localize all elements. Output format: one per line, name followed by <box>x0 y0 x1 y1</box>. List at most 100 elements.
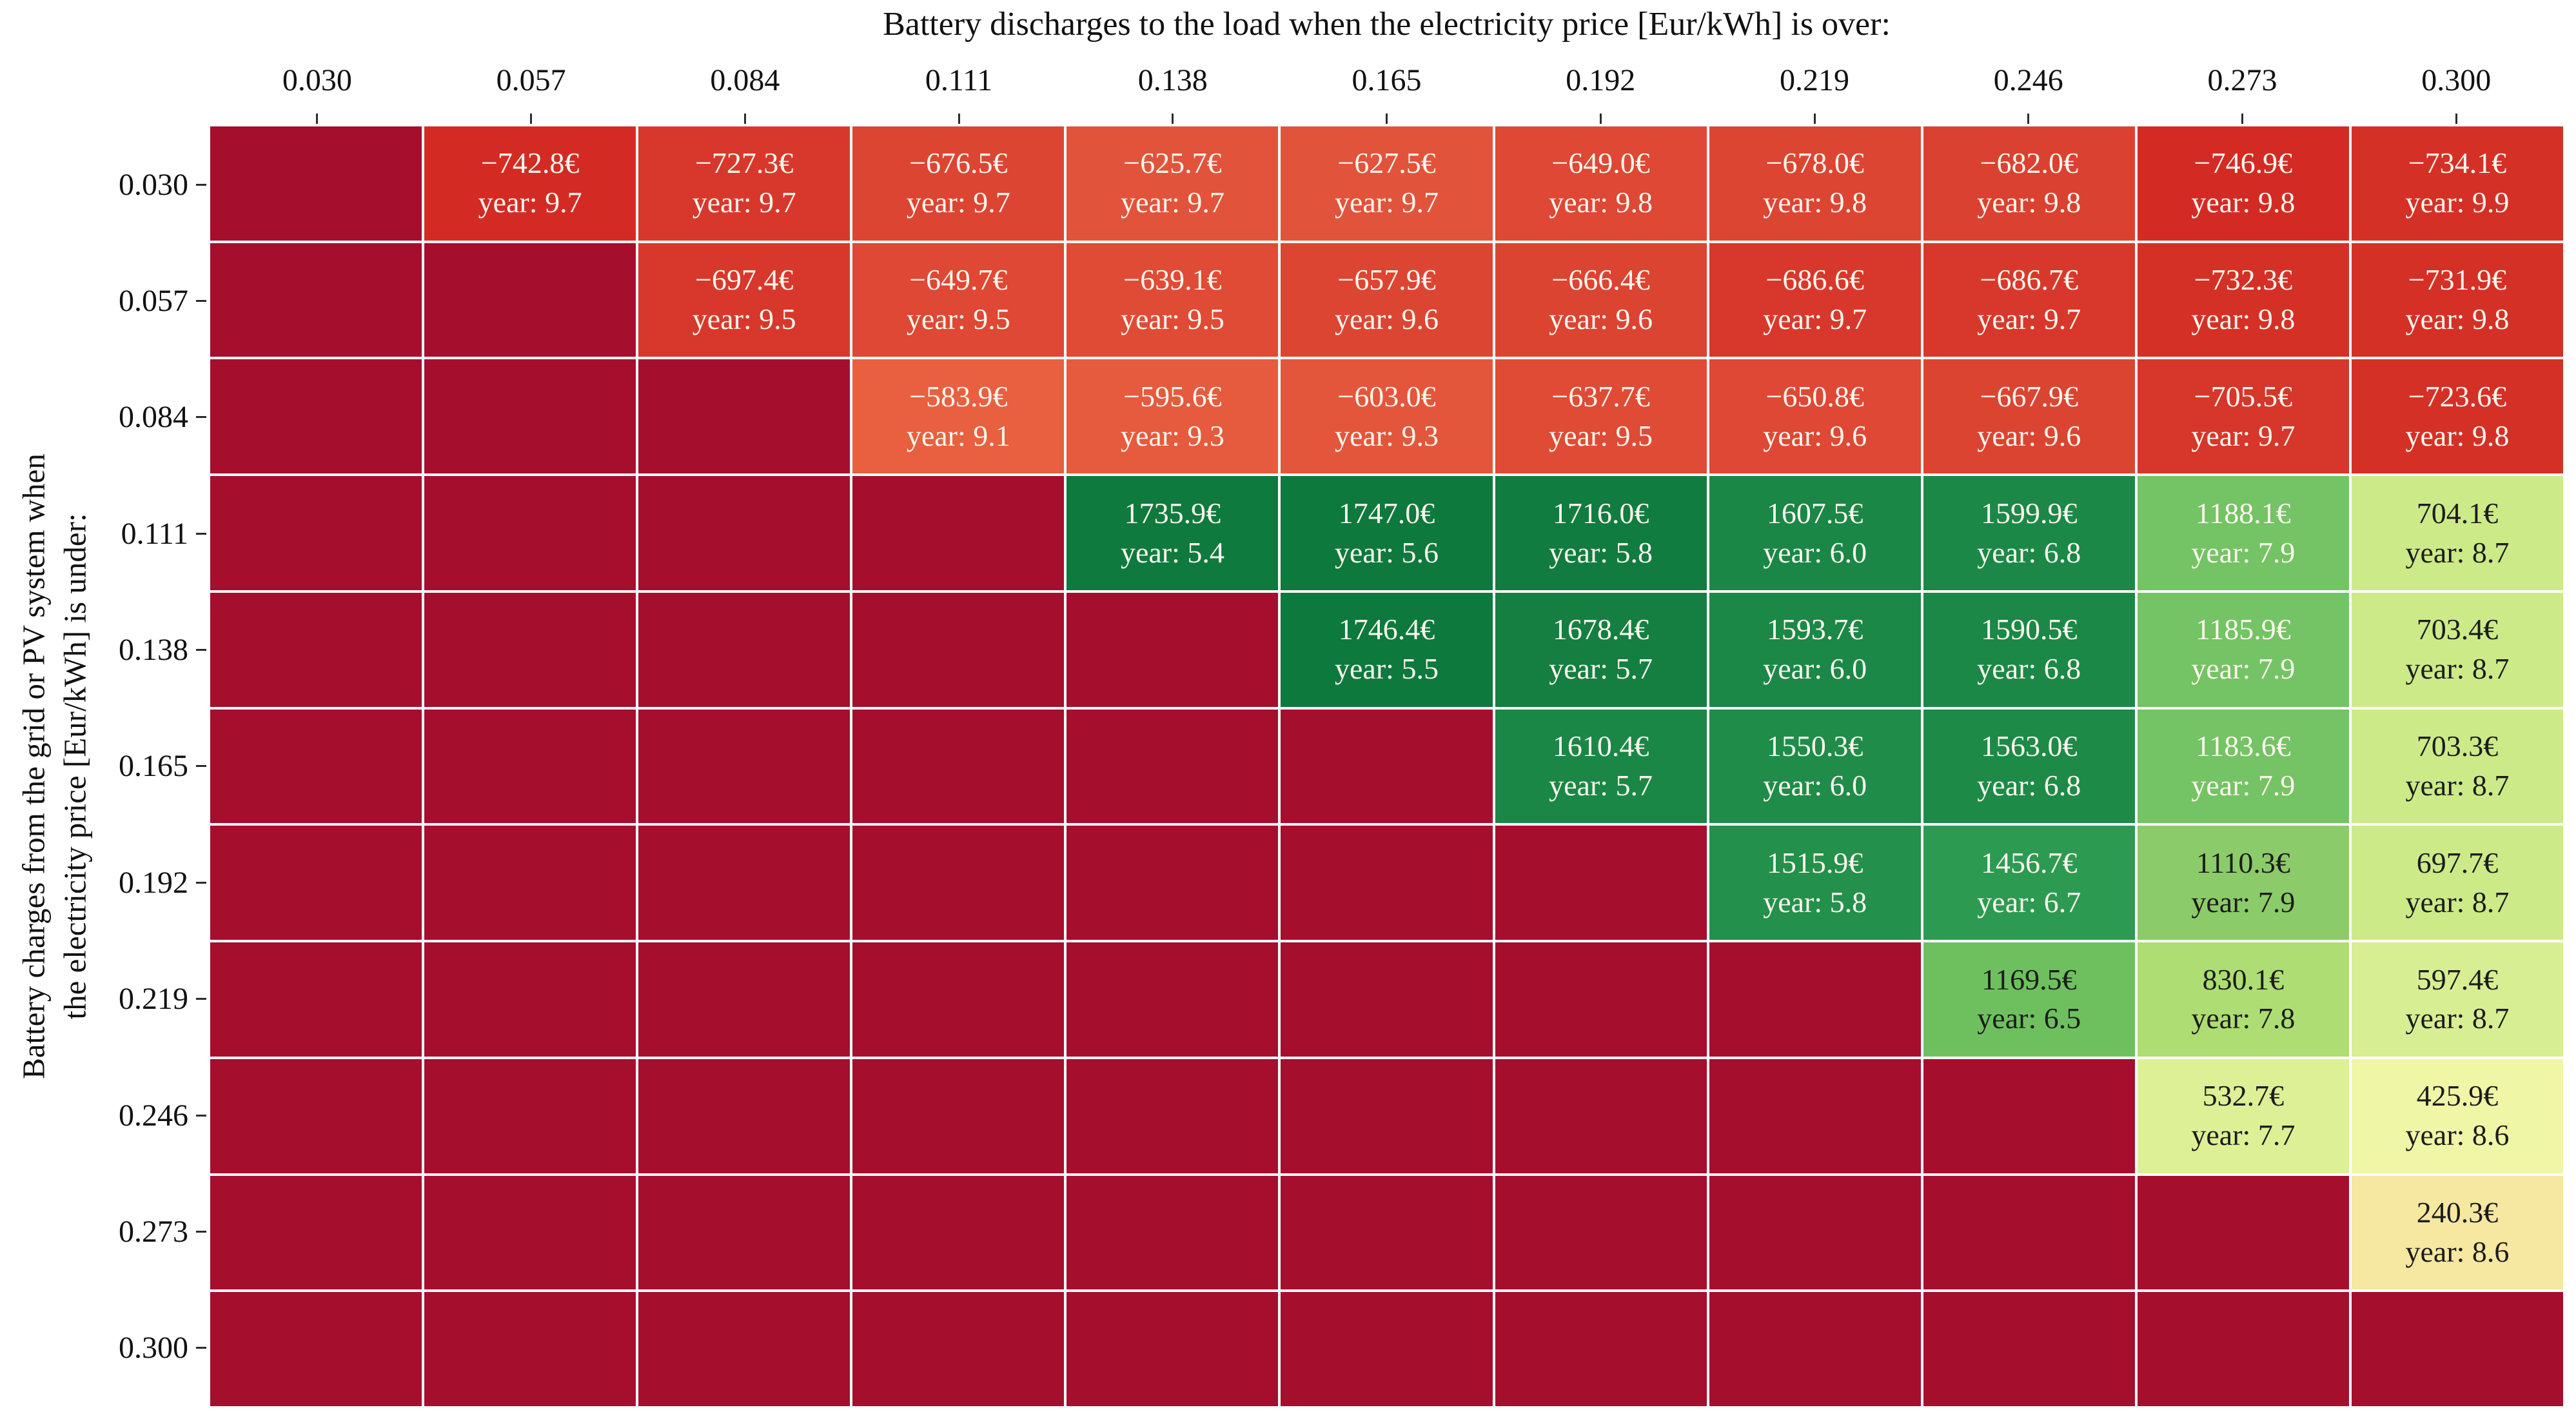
cell-year: year: 5.7 <box>1549 652 1653 686</box>
y-tick-slot: 0.030 <box>0 126 206 243</box>
y-tick-slot: 0.273 <box>0 1173 206 1289</box>
heatmap-cell-empty <box>1067 709 1279 824</box>
cell-value: 1188.1€ <box>2195 496 2291 530</box>
cell-value: 704.1€ <box>2416 496 2499 530</box>
heatmap-cell: 1110.3€ year: 7.9 <box>2137 826 2349 940</box>
heatmap-cell-empty <box>1281 1292 1493 1406</box>
heatmap-cell: 1716.0€ year: 5.8 <box>1495 476 1707 590</box>
x-tick-mark-slot <box>2349 104 2563 124</box>
heatmap-cell: 1188.1€ year: 7.9 <box>2137 476 2349 590</box>
cell-year: year: 6.0 <box>1763 535 1867 569</box>
cell-value: 703.3€ <box>2416 730 2499 763</box>
heatmap-cell: −731.9€ year: 9.8 <box>2351 243 2563 357</box>
cell-year: year: 9.7 <box>692 186 796 219</box>
y-tick-slot: 0.246 <box>0 1057 206 1173</box>
cell-value: −649.7€ <box>909 263 1008 297</box>
heatmap-cell-empty <box>1067 1175 1279 1290</box>
x-tick-mark-slot <box>1066 104 1280 124</box>
x-tick-mark <box>2241 114 2243 124</box>
heatmap-cell-empty <box>1709 942 1921 1057</box>
x-tick-mark-slot <box>2136 104 2350 124</box>
cell-value: 1563.0€ <box>1981 730 2078 763</box>
heatmap-cell: 1735.9€ year: 5.4 <box>1067 476 1279 590</box>
x-tick-label: 0.138 <box>1137 63 1208 97</box>
cell-year: year: 8.7 <box>2405 535 2510 569</box>
y-tick-mark <box>196 300 206 303</box>
x-tick-mark <box>743 114 746 124</box>
heatmap-cell-empty <box>638 1292 850 1406</box>
cell-year: year: 9.7 <box>1120 186 1224 219</box>
x-tick-label: 0.192 <box>1566 63 1636 97</box>
heatmap-cell: 1550.3€ year: 6.0 <box>1709 709 1921 824</box>
cell-value: 1183.6€ <box>2195 730 2291 763</box>
cell-value: 1610.4€ <box>1552 730 1649 763</box>
heatmap-cell: −649.0€ year: 9.8 <box>1495 126 1707 241</box>
cell-value: 597.4€ <box>2416 962 2499 996</box>
heatmap-cell: 1678.4€ year: 5.7 <box>1495 592 1707 707</box>
heatmap-cell-empty <box>2137 1292 2349 1406</box>
heatmap-cell: −666.4€ year: 9.6 <box>1495 243 1707 357</box>
heatmap-cell: 1169.5€ year: 6.5 <box>1923 942 2135 1057</box>
heatmap-cell-empty <box>424 592 636 707</box>
heatmap-cell: 697.7€ year: 8.7 <box>2351 826 2563 940</box>
cell-year: year: 9.8 <box>1763 186 1867 219</box>
heatmap-cell-empty <box>210 592 422 707</box>
heatmap-cell-empty <box>638 709 850 824</box>
x-tick-mark-slot <box>638 104 852 124</box>
cell-year: year: 6.0 <box>1763 652 1867 686</box>
heatmap-cell-empty <box>424 1175 636 1290</box>
heatmap-cell-empty <box>1709 1058 1921 1173</box>
cell-year: year: 9.6 <box>1549 303 1653 336</box>
x-tick-mark <box>1599 114 1602 124</box>
x-tick-mark <box>316 114 319 124</box>
cell-year: year: 5.8 <box>1549 535 1653 569</box>
heatmap-cell-empty <box>1495 1292 1707 1406</box>
heatmap-cell: 1610.4€ year: 5.7 <box>1495 709 1707 824</box>
heatmap-cell: −734.1€ year: 9.9 <box>2351 126 2563 241</box>
cell-year: year: 9.8 <box>2405 419 2510 452</box>
heatmap-cell-empty <box>638 1058 850 1173</box>
heatmap-cell: 1183.6€ year: 7.9 <box>2137 709 2349 824</box>
x-tick-label: 0.273 <box>2207 63 2277 97</box>
heatmap-cell: 1746.4€ year: 5.5 <box>1281 592 1493 707</box>
cell-year: year: 9.7 <box>2191 419 2296 452</box>
heatmap-cell-empty <box>638 359 850 474</box>
cell-year: year: 7.7 <box>2191 1118 2296 1152</box>
cell-year: year: 8.6 <box>2405 1118 2510 1152</box>
heatmap-cell-empty <box>852 1058 1065 1173</box>
heatmap-cell: −603.0€ year: 9.3 <box>1281 359 1493 474</box>
cell-value: −595.6€ <box>1123 379 1222 413</box>
heatmap-cell-empty <box>210 826 422 940</box>
heatmap-cell: −595.6€ year: 9.3 <box>1067 359 1279 474</box>
heatmap-cell: −649.7€ year: 9.5 <box>852 243 1065 357</box>
cell-value: 1716.0€ <box>1552 496 1649 530</box>
heatmap-cell-empty <box>1067 826 1279 940</box>
heatmap-cell: 532.7€ year: 7.7 <box>2137 1058 2349 1173</box>
cell-year: year: 9.3 <box>1120 419 1224 452</box>
heatmap-cell: −746.9€ year: 9.8 <box>2137 126 2349 241</box>
cell-year: year: 7.9 <box>2191 885 2296 919</box>
cell-value: −625.7€ <box>1123 146 1222 180</box>
heatmap-cell-empty <box>1281 1058 1493 1173</box>
x-tick-mark <box>2455 114 2457 124</box>
heatmap-cell: 240.3€ year: 8.6 <box>2351 1175 2563 1290</box>
x-tick-mark <box>530 114 533 124</box>
heatmap-cell: −583.9€ year: 9.1 <box>852 359 1065 474</box>
x-tick-label: 0.111 <box>925 63 993 97</box>
cell-year: year: 5.4 <box>1120 535 1224 569</box>
cell-year: year: 9.8 <box>1549 186 1653 219</box>
heatmap-cell-empty <box>210 709 422 824</box>
heatmap-cell-empty <box>1067 1292 1279 1406</box>
heatmap-cell-empty <box>1495 826 1707 940</box>
heatmap-cell: −742.8€ year: 9.7 <box>424 126 636 241</box>
heatmap-cell: 597.4€ year: 8.7 <box>2351 942 2563 1057</box>
heatmap-cell-empty <box>1923 1058 2135 1173</box>
cell-value: 1607.5€ <box>1766 496 1863 530</box>
y-tick-label: 0.111 <box>121 516 188 551</box>
cell-year: year: 9.3 <box>1335 419 1439 452</box>
heatmap-cell: −686.7€ year: 9.7 <box>1923 243 2135 357</box>
y-tick-slot: 0.192 <box>0 824 206 940</box>
heatmap-cell: 1185.9€ year: 7.9 <box>2137 592 2349 707</box>
cell-year: year: 6.7 <box>1977 885 2081 919</box>
heatmap-cell-empty <box>424 476 636 590</box>
